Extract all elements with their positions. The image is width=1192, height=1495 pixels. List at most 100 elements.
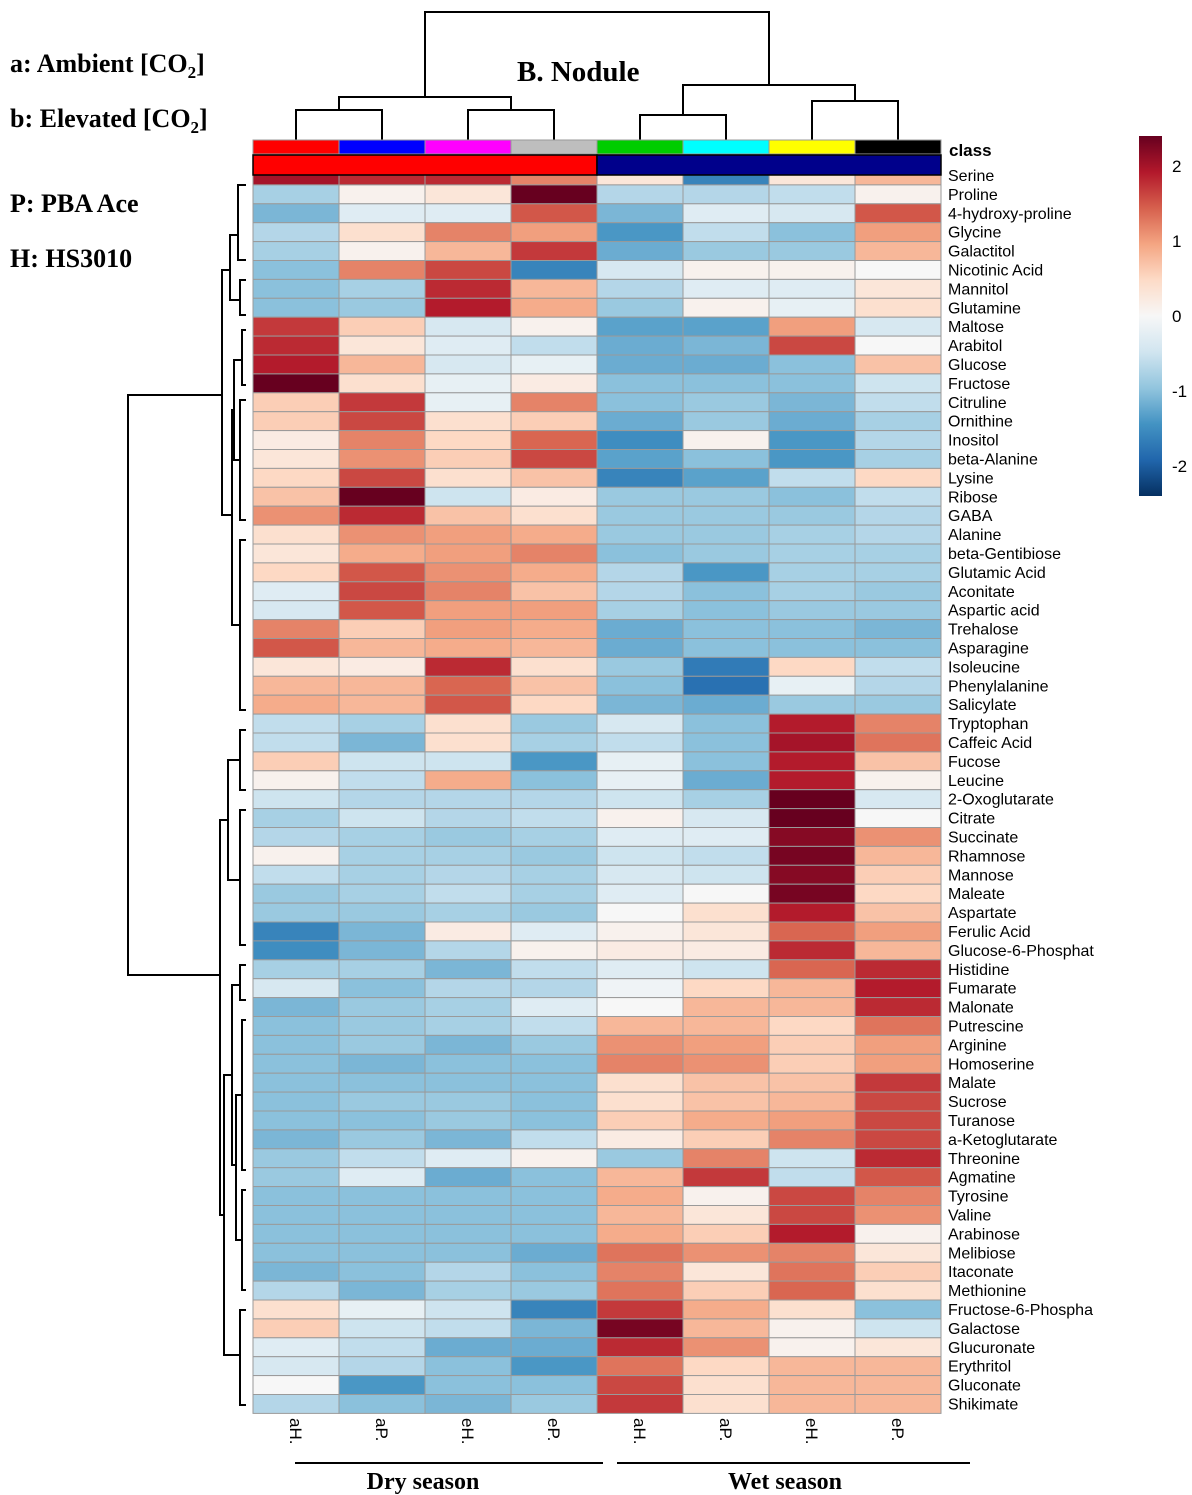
row-label: Shikimate	[948, 1397, 1018, 1414]
heatmap-cell	[510, 1299, 598, 1320]
heatmap-cell	[854, 638, 942, 658]
heatmap-cell	[854, 241, 942, 262]
heatmap-cell	[596, 1205, 684, 1225]
heatmap-cell	[510, 1337, 598, 1358]
heatmap-cell	[768, 1356, 856, 1377]
heatmap-cell	[510, 845, 598, 866]
heatmap-cell	[510, 1167, 598, 1188]
heatmap-cell	[338, 203, 426, 224]
heatmap-cell	[854, 1280, 942, 1301]
heatmap-cell	[854, 1299, 942, 1320]
heatmap-cell	[510, 184, 598, 205]
heatmap-cell	[682, 297, 770, 318]
heatmap-cell	[510, 1205, 598, 1225]
color-scale-tick-label: -1	[1172, 382, 1187, 401]
heatmap-cell	[768, 1318, 856, 1339]
heatmap-cell	[252, 1167, 340, 1188]
heatmap-cell	[252, 864, 340, 885]
heatmap-cell	[768, 1053, 856, 1074]
heatmap-cell	[682, 1261, 770, 1282]
heatmap-cell	[510, 467, 598, 488]
heatmap-cell	[338, 713, 426, 734]
heatmap-cell	[768, 524, 856, 545]
heatmap-cell	[424, 278, 512, 299]
heatmap-cell	[682, 921, 770, 942]
heatmap-cell	[424, 260, 512, 280]
heatmap-cell	[510, 694, 598, 715]
chart-title: B. Nodule	[517, 56, 640, 88]
heatmap-cell	[338, 1186, 426, 1206]
heatmap-cell	[424, 222, 512, 243]
class-color-cell	[424, 139, 512, 155]
heatmap-cell	[252, 978, 340, 999]
heatmap-cell	[682, 619, 770, 639]
heatmap-cell	[768, 278, 856, 299]
row-label: Malate	[948, 1075, 996, 1092]
heatmap-cell	[768, 959, 856, 980]
heatmap-cell	[682, 1129, 770, 1150]
heatmap-cell	[854, 1110, 942, 1131]
wet-season-label: Wet season	[728, 1469, 842, 1495]
row-label: Citruline	[948, 395, 1007, 412]
heatmap-cell	[768, 694, 856, 715]
heatmap-cell	[596, 656, 684, 677]
heatmap-cell	[510, 638, 598, 658]
heatmap-cell	[768, 373, 856, 394]
note-elevated: b: Elevated [CO2]	[10, 104, 208, 137]
class-color-cell	[338, 139, 426, 155]
heatmap-cell	[768, 1091, 856, 1112]
heatmap-cell	[596, 1053, 684, 1074]
heatmap-cell	[682, 1223, 770, 1244]
heatmap-cell	[424, 467, 512, 488]
color-scale-tick-label: 2	[1172, 157, 1181, 176]
class-color-cell	[682, 139, 770, 155]
heatmap-cell	[424, 638, 512, 658]
heatmap-cell	[854, 1205, 942, 1225]
row-label: Turanose	[948, 1113, 1015, 1130]
heatmap-cell	[682, 1375, 770, 1395]
heatmap-cell	[338, 1034, 426, 1055]
heatmap-cell	[682, 449, 770, 469]
heatmap-cell	[682, 543, 770, 564]
heatmap-cell	[854, 694, 942, 715]
heatmap-cell	[510, 1034, 598, 1055]
heatmap-cell	[596, 524, 684, 545]
heatmap-cell	[424, 430, 512, 451]
heatmap-cell	[424, 354, 512, 375]
heatmap-cell	[596, 241, 684, 262]
heatmap-cell	[424, 600, 512, 621]
heatmap-cell	[768, 1148, 856, 1169]
heatmap-cell	[424, 921, 512, 942]
heatmap-cell	[510, 732, 598, 753]
heatmap-cell	[682, 675, 770, 696]
heatmap-cell	[682, 505, 770, 526]
heatmap-cell	[424, 1072, 512, 1093]
row-label: Aspartate	[948, 905, 1017, 922]
heatmap-cell	[854, 467, 942, 488]
heatmap-cell	[854, 1129, 942, 1150]
heatmap-cell	[854, 581, 942, 602]
heatmap-cell	[854, 297, 942, 318]
heatmap-cell	[338, 1318, 426, 1339]
heatmap-cell	[510, 297, 598, 318]
heatmap-cell	[338, 1337, 426, 1358]
heatmap-cell	[682, 430, 770, 451]
heatmap-cell	[510, 789, 598, 810]
heatmap-cell	[854, 1356, 942, 1377]
heatmap-cell	[338, 1242, 426, 1263]
heatmap-cell	[854, 278, 942, 299]
heatmap-cell	[596, 581, 684, 602]
heatmap-cell	[252, 222, 340, 243]
heatmap-cell	[424, 959, 512, 980]
heatmap-cell	[510, 959, 598, 980]
heatmap-cell	[596, 1016, 684, 1036]
heatmap-cell	[338, 1167, 426, 1188]
heatmap-cell	[338, 524, 426, 545]
heatmap-cell	[768, 1299, 856, 1320]
heatmap-cell	[854, 921, 942, 942]
heatmap-cell	[338, 562, 426, 583]
heatmap-cell	[252, 751, 340, 772]
heatmap-cell	[252, 789, 340, 810]
row-label: Succinate	[948, 830, 1018, 847]
heatmap-cell	[424, 1280, 512, 1301]
